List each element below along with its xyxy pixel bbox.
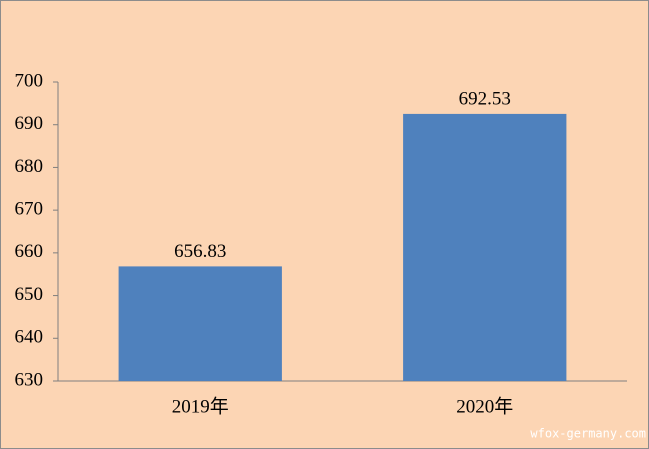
x-tick-label: 2019年: [172, 395, 229, 417]
y-tick-label: 660: [15, 241, 44, 262]
y-tick-label: 670: [15, 199, 44, 220]
bar: [118, 266, 282, 381]
y-tick-label: 650: [15, 284, 44, 305]
bar: [403, 113, 567, 382]
y-tick-label: 630: [15, 369, 44, 390]
y-tick-label: 640: [15, 327, 44, 348]
y-tick-label: 680: [15, 156, 44, 177]
watermark: wfox-germany.com: [530, 427, 646, 441]
y-tick-label: 690: [15, 113, 44, 134]
value-label: 692.53: [459, 88, 511, 109]
y-tick-label: 700: [15, 70, 44, 91]
value-label: 656.83: [174, 241, 226, 262]
x-tick-label: 2020年: [456, 395, 513, 417]
